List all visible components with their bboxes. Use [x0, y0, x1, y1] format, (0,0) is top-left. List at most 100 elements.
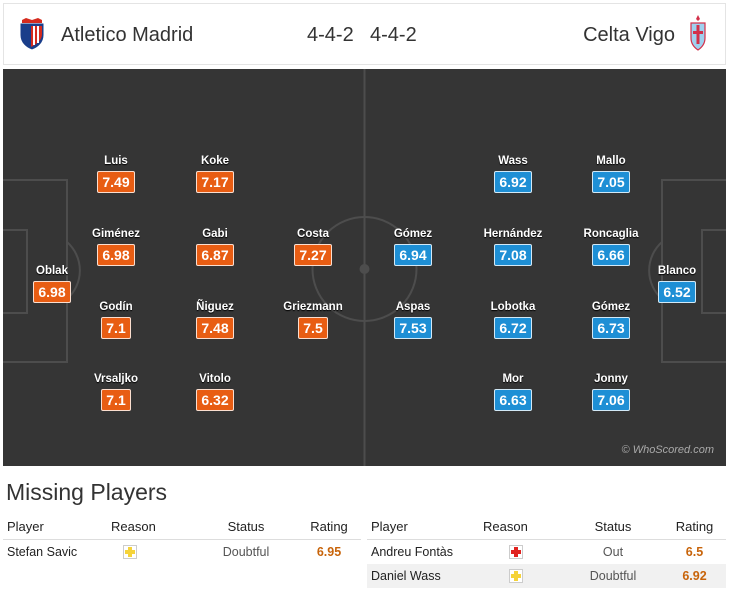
home-player[interactable]: Koke 7.17 — [183, 154, 247, 193]
player-name: Wass — [498, 155, 528, 167]
player-rating: 6.87 — [196, 244, 234, 266]
home-formation: 4-4-2 — [307, 24, 354, 46]
doubtful-icon — [123, 545, 137, 560]
player-rating: 6.98 — [97, 244, 135, 266]
player-rating: 7.27 — [294, 244, 332, 266]
player-rating: 6.66 — [592, 244, 630, 266]
player-rating: 7.05 — [592, 171, 630, 193]
player-name: Hernández — [483, 228, 543, 240]
player-rating: 6.94 — [394, 244, 432, 266]
pitch-lines — [3, 69, 726, 466]
player-rating: 6.32 — [196, 389, 234, 411]
home-player[interactable]: Vitolo 6.32 — [183, 372, 247, 411]
missing-reason — [479, 564, 563, 588]
missing-player-name[interactable]: Andreu Fontàs — [371, 545, 453, 559]
home-player[interactable]: Godín 7.1 — [84, 300, 148, 339]
away-player[interactable]: Jonny 7.06 — [579, 372, 643, 411]
away-formation: 4-4-2 — [370, 24, 417, 46]
home-player[interactable]: Costa 7.27 — [281, 227, 345, 266]
missing-status: Doubtful — [563, 564, 663, 588]
away-player[interactable]: Mallo 7.05 — [579, 154, 643, 193]
column-header-reason: Reason — [107, 513, 195, 540]
away-player[interactable]: Aspas 7.53 — [381, 300, 445, 339]
player-name: Roncaglia — [583, 228, 639, 240]
player-name: Lobotka — [490, 301, 536, 313]
player-rating: 7.53 — [394, 317, 432, 339]
watermark: © WhoScored.com — [621, 444, 714, 456]
away-player[interactable]: Roncaglia 6.66 — [579, 227, 643, 266]
home-player[interactable]: Vrsaljko 7.1 — [84, 372, 148, 411]
player-rating: 7.08 — [494, 244, 532, 266]
player-rating: 7.1 — [101, 317, 131, 339]
home-team-name[interactable]: Atletico Madrid — [61, 24, 194, 46]
player-rating: 7.1 — [101, 389, 131, 411]
player-rating: 7.17 — [196, 171, 234, 193]
player-rating: 7.5 — [298, 317, 328, 339]
player-name: Mor — [502, 373, 524, 385]
away-player[interactable]: Blanco 6.52 — [645, 264, 709, 303]
column-header-rating: Rating — [297, 513, 361, 540]
away-player[interactable]: Wass 6.92 — [481, 154, 545, 193]
missing-rating: 6.95 — [316, 545, 342, 559]
table-header-row: Player Reason Status Rating — [3, 513, 361, 540]
column-header-rating: Rating — [663, 513, 726, 540]
missing-status: Out — [602, 545, 624, 559]
player-name: Koke — [200, 155, 230, 167]
table-row[interactable]: Daniel Wass Doubtful 6.92 — [367, 564, 726, 588]
home-player[interactable]: Ñiguez 7.48 — [183, 300, 247, 339]
missing-rating: 6.92 — [663, 564, 726, 588]
home-player[interactable]: Giménez 6.98 — [84, 227, 148, 266]
home-player[interactable]: Gabi 6.87 — [183, 227, 247, 266]
player-rating: 6.98 — [33, 281, 71, 303]
player-name: Giménez — [92, 228, 140, 240]
player-rating: 6.72 — [494, 317, 532, 339]
player-rating: 6.92 — [494, 171, 532, 193]
injury-icon — [509, 545, 523, 560]
player-name: Vrsaljko — [93, 373, 139, 385]
away-player[interactable]: Mor 6.63 — [481, 372, 545, 411]
player-name: Costa — [297, 228, 329, 240]
away-player[interactable]: Hernández 7.08 — [481, 227, 545, 266]
column-header-player: Player — [3, 513, 107, 540]
missing-player-name[interactable]: Daniel Wass — [367, 564, 479, 588]
player-name: Griezmann — [283, 301, 343, 313]
away-player[interactable]: Gómez 6.73 — [579, 300, 643, 339]
player-name: Luis — [104, 155, 128, 167]
table-row[interactable]: Andreu Fontàs Out 6.5 — [367, 540, 726, 565]
player-name: Gabi — [202, 228, 228, 240]
player-name: Aspas — [395, 301, 431, 313]
table-header-row: Player Reason Status Rating — [367, 513, 726, 540]
player-name: Godín — [99, 301, 133, 313]
player-rating: 6.52 — [658, 281, 696, 303]
player-name: Vitolo — [199, 373, 231, 385]
player-name: Gómez — [591, 301, 631, 313]
missing-rating: 6.5 — [685, 545, 704, 559]
player-name: Blanco — [657, 265, 697, 277]
missing-reason — [107, 540, 195, 565]
away-player[interactable]: Lobotka 6.72 — [481, 300, 545, 339]
table-row[interactable]: Stefan Savic Doubtful 6.95 — [3, 540, 361, 565]
missing-player-name[interactable]: Stefan Savic — [7, 545, 78, 559]
match-header: Atletico Madrid 4-4-2 4-4-2 Celta Vigo — [3, 3, 726, 65]
player-rating: 6.73 — [592, 317, 630, 339]
atletico-crest-icon — [19, 18, 45, 51]
away-player[interactable]: Gómez 6.94 — [381, 227, 445, 266]
home-player[interactable]: Oblak 6.98 — [20, 264, 84, 303]
away-team-name[interactable]: Celta Vigo — [583, 24, 675, 46]
missing-players-title: Missing Players — [6, 479, 168, 505]
pitch: Oblak 6.98 Luis 7.49 Giménez 6.98 Godín … — [3, 69, 726, 466]
player-rating: 7.06 — [592, 389, 630, 411]
home-player[interactable]: Luis 7.49 — [84, 154, 148, 193]
column-header-player: Player — [367, 513, 479, 540]
player-rating: 7.48 — [196, 317, 234, 339]
player-name: Oblak — [36, 265, 68, 277]
celta-crest-icon — [690, 15, 706, 51]
player-name: Mallo — [596, 155, 626, 167]
missing-status: Doubtful — [222, 545, 270, 559]
home-player[interactable]: Griezmann 7.5 — [281, 300, 345, 339]
away-missing-table: Player Reason Status Rating Andreu Fontà… — [367, 513, 726, 588]
column-header-status: Status — [195, 513, 297, 540]
player-name: Ñiguez — [196, 301, 234, 313]
player-rating: 7.49 — [97, 171, 135, 193]
missing-reason — [479, 540, 563, 565]
